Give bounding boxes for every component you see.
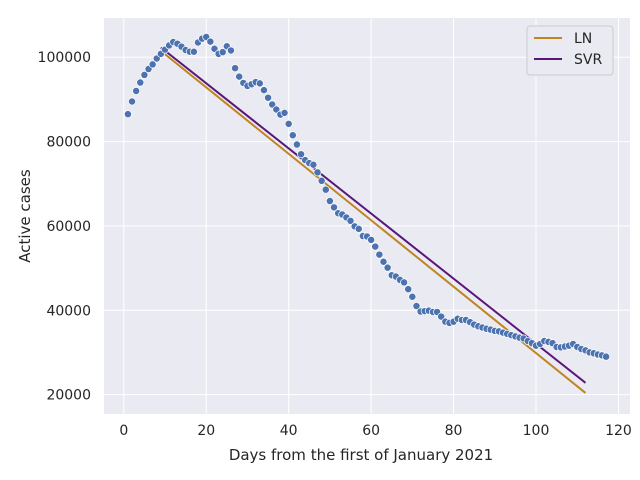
scatter-point [268, 100, 277, 109]
scatter-point [313, 168, 322, 177]
legend-label-svr: SVR [574, 52, 602, 68]
scatter-point [280, 108, 289, 117]
y-tick-label: 40000 [46, 303, 91, 319]
scatter-point [325, 197, 334, 205]
x-axis-label: Days from the first of January 2021 [229, 446, 493, 464]
scatter-point [408, 292, 417, 301]
scatter-point [255, 79, 264, 88]
scatter-point [354, 224, 363, 233]
scatter-point [371, 242, 380, 251]
scatter-point [437, 312, 446, 321]
y-tick-label: 60000 [46, 219, 91, 235]
gridlines [104, 18, 630, 414]
x-tick-label: 40 [280, 423, 298, 439]
scatter-series [123, 33, 611, 361]
x-tick-label: 120 [605, 423, 632, 439]
scatter-point [227, 46, 235, 55]
scatter-point [284, 119, 293, 128]
x-tick-labels: 0 20 40 60 80 100 120 [119, 423, 631, 439]
x-tick-label: 0 [119, 423, 128, 439]
scatter-point [136, 78, 145, 87]
scatter-point [140, 70, 149, 79]
scatter-point [400, 278, 409, 287]
scatter-point [272, 105, 281, 114]
scatter-point [128, 97, 136, 106]
scatter-point [412, 302, 421, 310]
scatter-point [288, 131, 297, 140]
x-tick-label: 60 [362, 423, 380, 439]
series-line-svr [160, 46, 587, 384]
scatter-point [297, 150, 305, 159]
y-tick-label: 20000 [46, 388, 91, 404]
x-tick-label: 100 [523, 423, 550, 439]
x-tick-label: 20 [197, 423, 215, 439]
scatter-point [383, 263, 392, 272]
scatter-point [309, 160, 318, 169]
y-tick-label: 80000 [46, 135, 91, 151]
y-tick-labels: 20000 40000 60000 80000 100000 [38, 50, 91, 403]
scatter-point [210, 44, 219, 53]
scatter-point [404, 285, 413, 294]
scatter-point [235, 72, 244, 81]
scatter-point [189, 47, 198, 56]
scatter-point [330, 203, 338, 212]
legend-label-ln: LN [574, 31, 592, 47]
scatter-point [259, 86, 268, 95]
scatter-point [317, 176, 326, 185]
scatter-point [346, 216, 355, 225]
legend: LN SVR [526, 25, 614, 76]
scatter-point [206, 37, 215, 46]
scatter-point [123, 110, 132, 119]
scatter-point [367, 235, 376, 244]
scatter-point [292, 140, 301, 149]
scatter-point [321, 185, 330, 194]
scatter-point [602, 352, 611, 361]
scatter-point [264, 93, 273, 102]
scatter-point [379, 257, 388, 266]
scatter-point [218, 48, 227, 57]
scatter-point [148, 60, 157, 69]
y-axis-label: Active cases [16, 169, 34, 263]
scatter-point [132, 87, 141, 95]
x-tick-label: 80 [445, 423, 463, 439]
scatter-point [375, 250, 384, 259]
y-tick-label: 100000 [38, 50, 91, 66]
scatter-point [231, 64, 240, 73]
